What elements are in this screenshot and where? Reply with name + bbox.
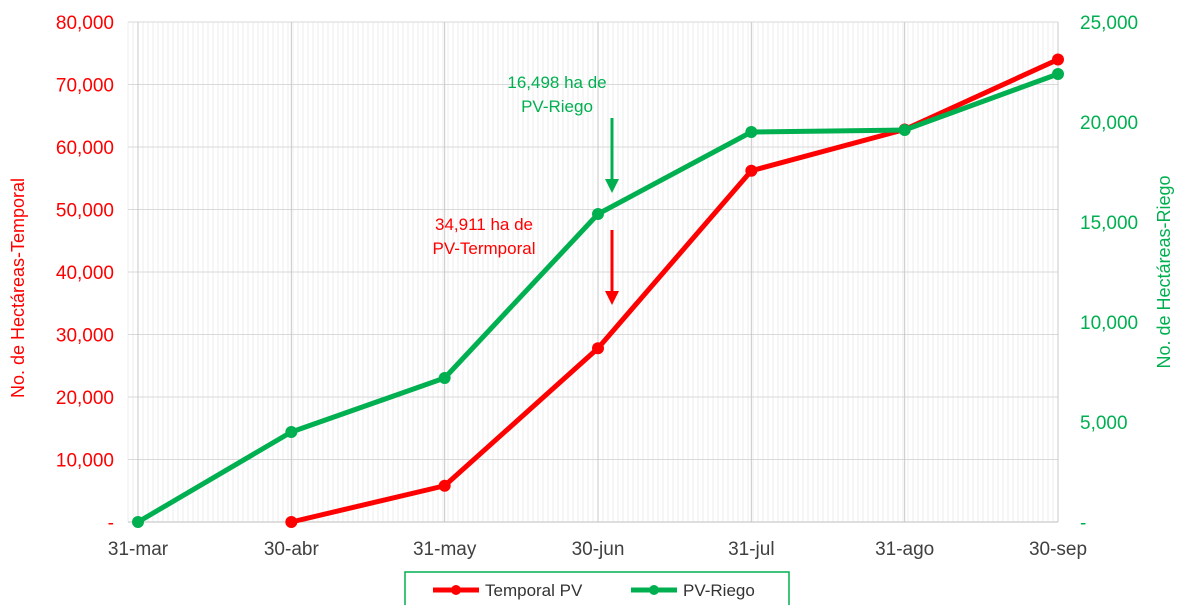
right-axis-title: No. de Hectáreas-Riego — [1154, 175, 1174, 368]
annotation-arrow-head — [605, 179, 619, 193]
x-tick-label: 31-mar — [108, 539, 169, 560]
right-tick-label: 5,000 — [1080, 413, 1128, 434]
x-tick-label: 30-jun — [572, 539, 625, 560]
legend-box — [404, 571, 790, 605]
right-tick-label: 15,000 — [1080, 213, 1138, 234]
annotation-text: 34,911 ha de — [435, 215, 533, 234]
annotation-arrow-head — [605, 291, 619, 305]
legend-swatch-marker — [451, 585, 461, 595]
right-tick-label: 10,000 — [1080, 313, 1138, 334]
right-tick-label: 25,000 — [1080, 13, 1138, 34]
legend: Temporal PV PV-Riego — [404, 571, 790, 605]
annotation-temporal: 34,911 ha de PV-Termporal — [433, 215, 619, 305]
series-temporal-pv — [285, 53, 1064, 528]
data-point — [592, 342, 604, 355]
legend-item: PV-Riego — [631, 581, 755, 600]
right-axis-ticks: - 5,000 10,000 15,000 20,000 25,000 — [1080, 13, 1138, 534]
data-point — [592, 208, 604, 220]
left-tick-label: 70,000 — [56, 76, 114, 97]
series-layer — [132, 53, 1064, 528]
data-point — [438, 372, 451, 384]
annotation-text: PV-Termporal — [433, 239, 536, 258]
data-point — [898, 124, 911, 136]
data-point — [132, 516, 144, 528]
legend-label: PV-Riego — [683, 581, 755, 600]
left-axis-title: No. de Hectáreas-Temporal — [8, 178, 28, 398]
annotation-text: PV-Riego — [521, 97, 593, 116]
series-pv-riego — [132, 68, 1064, 528]
legend-item: Temporal PV — [433, 581, 583, 600]
x-axis-ticks: 31-mar 30-abr 31-may 30-jun 31-jul 31-ago 30-s… — [108, 539, 1087, 560]
series-line — [288, 57, 1061, 525]
x-tick-label: 31-ago — [875, 539, 934, 560]
left-tick-label: 20,000 — [56, 388, 114, 409]
data-point — [745, 164, 758, 177]
data-point — [745, 126, 758, 138]
legend-label: Temporal PV — [485, 581, 583, 600]
left-tick-label: 80,000 — [56, 13, 114, 34]
left-tick-label: 40,000 — [56, 263, 114, 284]
data-point — [285, 516, 298, 528]
legend-swatch-marker — [649, 585, 659, 595]
major-gridlines — [128, 21, 1059, 523]
x-tick-label: 30-sep — [1029, 539, 1087, 560]
left-tick-label: 30,000 — [56, 326, 114, 347]
x-tick-label: 31-may — [413, 539, 477, 560]
left-axis-ticks: - 10,000 20,000 30,000 40,000 50,000 60,000 70,… — [56, 13, 114, 534]
left-tick-label: 10,000 — [56, 451, 114, 472]
left-tick-label: - — [108, 513, 114, 534]
data-point — [285, 426, 298, 438]
data-point — [1052, 53, 1064, 66]
data-point — [438, 479, 451, 492]
left-tick-label: 50,000 — [56, 201, 114, 222]
annotation-riego: 16,498 ha de PV-Riego — [507, 73, 619, 193]
annotation-layer: 16,498 ha de PV-Riego 34,911 ha de PV-Termp… — [433, 73, 619, 305]
right-tick-label: - — [1080, 513, 1086, 534]
right-tick-label: 20,000 — [1080, 113, 1138, 134]
x-tick-label: 31-jul — [728, 539, 774, 560]
annotation-text: 16,498 ha de — [507, 73, 606, 92]
left-tick-label: 60,000 — [56, 138, 114, 159]
data-point — [1052, 68, 1064, 80]
x-tick-label: 30-abr — [264, 539, 320, 560]
